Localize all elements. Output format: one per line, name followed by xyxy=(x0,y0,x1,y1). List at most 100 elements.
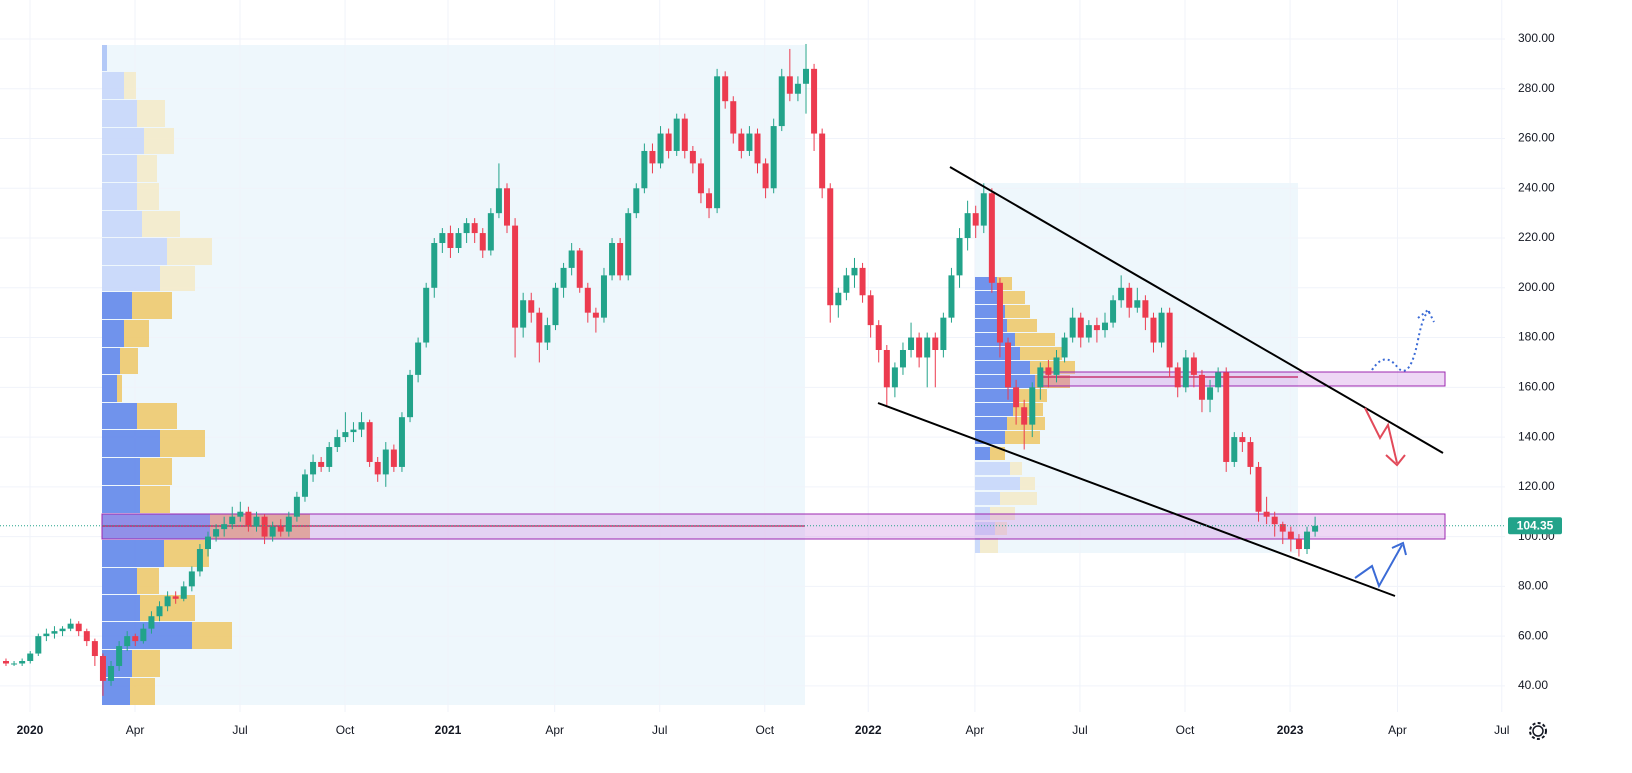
candle-body xyxy=(269,526,276,537)
candle-body xyxy=(576,250,583,288)
candle-body xyxy=(358,422,365,430)
x-tick-label: Jul xyxy=(232,723,247,737)
candle-body xyxy=(1029,387,1036,425)
candle-body xyxy=(504,188,511,226)
candle-body xyxy=(43,633,50,637)
candle-body xyxy=(883,350,890,388)
candle-body xyxy=(285,516,292,532)
candle-body xyxy=(851,267,858,276)
candle-body xyxy=(423,287,430,343)
price-axis xyxy=(1505,0,1632,773)
candle-body xyxy=(172,596,179,599)
x-tick-label: Oct xyxy=(1176,723,1195,737)
candle-body xyxy=(221,524,228,530)
candle-body xyxy=(1061,337,1068,358)
candle-body xyxy=(1190,357,1197,375)
settings-icon[interactable] xyxy=(1529,722,1547,740)
candle-body xyxy=(398,417,405,467)
y-tick-label: 300.00 xyxy=(1518,31,1555,45)
candle-body xyxy=(762,163,769,189)
last-price: 104.35 xyxy=(1517,518,1554,532)
candle-body xyxy=(827,188,834,306)
candle-body xyxy=(1134,300,1141,308)
candle-body xyxy=(544,325,551,343)
candle-body xyxy=(1093,325,1100,331)
candle-body xyxy=(439,233,446,244)
candle-body xyxy=(1312,525,1319,532)
y-tick-label: 60.00 xyxy=(1518,628,1548,642)
arrow-head xyxy=(1385,454,1406,467)
y-tick-label: 240.00 xyxy=(1518,180,1555,194)
candle-body xyxy=(689,150,696,164)
candle-body xyxy=(471,223,478,234)
candle-body xyxy=(261,516,268,537)
candle-body xyxy=(342,432,349,438)
x-tick-label: Jul xyxy=(1072,723,1087,737)
candle-body xyxy=(164,596,171,607)
candle-body xyxy=(479,233,486,251)
y-tick-label: 120.00 xyxy=(1518,479,1555,493)
candle-body xyxy=(972,213,979,226)
x-tick-label: Apr xyxy=(545,723,564,737)
x-tick-label: 2023 xyxy=(1277,723,1304,737)
candle-body xyxy=(730,101,737,134)
candle-body xyxy=(980,193,987,226)
candle-body xyxy=(301,474,308,497)
candle-body xyxy=(1255,466,1262,512)
candle-body xyxy=(487,213,494,251)
candle-body xyxy=(390,449,397,467)
arrow-up xyxy=(1354,544,1403,589)
candle-body xyxy=(132,636,139,642)
candle-body xyxy=(859,267,866,296)
candle-body xyxy=(617,243,624,276)
candle-body xyxy=(1304,531,1311,550)
candle-body xyxy=(415,342,422,375)
candle-body xyxy=(706,193,713,209)
zones xyxy=(101,371,1446,540)
candle-body xyxy=(948,275,955,318)
candle-body xyxy=(27,653,34,661)
x-tick-label: 2021 xyxy=(435,723,462,737)
candle-body xyxy=(1287,531,1294,540)
candle-body xyxy=(1271,516,1278,525)
time-axis xyxy=(0,712,1632,773)
y-tick-label: 160.00 xyxy=(1518,379,1555,393)
candle-body xyxy=(778,76,785,127)
candle-body xyxy=(891,367,898,388)
candle-body xyxy=(407,374,414,418)
candle-body xyxy=(148,616,155,629)
candle-body xyxy=(641,150,648,189)
candle-body xyxy=(649,150,656,164)
candle-body xyxy=(180,586,187,599)
candle-body xyxy=(374,461,381,475)
candle-body xyxy=(2,661,9,664)
x-tick-label: Apr xyxy=(126,723,145,737)
candle-body xyxy=(382,449,389,475)
candle-body xyxy=(1239,437,1246,443)
candle-body xyxy=(819,133,826,189)
candle-body xyxy=(875,325,882,350)
y-tick-label: 180.00 xyxy=(1518,330,1555,344)
candle-body xyxy=(366,422,373,462)
candle-body xyxy=(253,516,260,527)
candle-body xyxy=(520,300,527,328)
candle-body xyxy=(310,461,317,475)
x-tick-label: Jul xyxy=(1494,723,1509,737)
trend-line xyxy=(949,166,1444,454)
x-tick-label: Oct xyxy=(336,723,355,737)
candle-body xyxy=(722,76,729,102)
candle-body xyxy=(940,317,947,350)
x-tick-label: 2020 xyxy=(17,723,44,737)
candle-body xyxy=(237,511,244,517)
candle-body xyxy=(1045,367,1052,375)
trend-line xyxy=(877,402,1396,597)
candle-body xyxy=(1223,372,1230,462)
candle-body xyxy=(996,282,1003,343)
y-tick-label: 280.00 xyxy=(1518,81,1555,95)
candle-body xyxy=(229,516,236,525)
y-tick-label: 200.00 xyxy=(1518,280,1555,294)
candle-body xyxy=(59,628,66,632)
background-drawings xyxy=(102,45,1298,705)
candles xyxy=(2,43,1319,696)
